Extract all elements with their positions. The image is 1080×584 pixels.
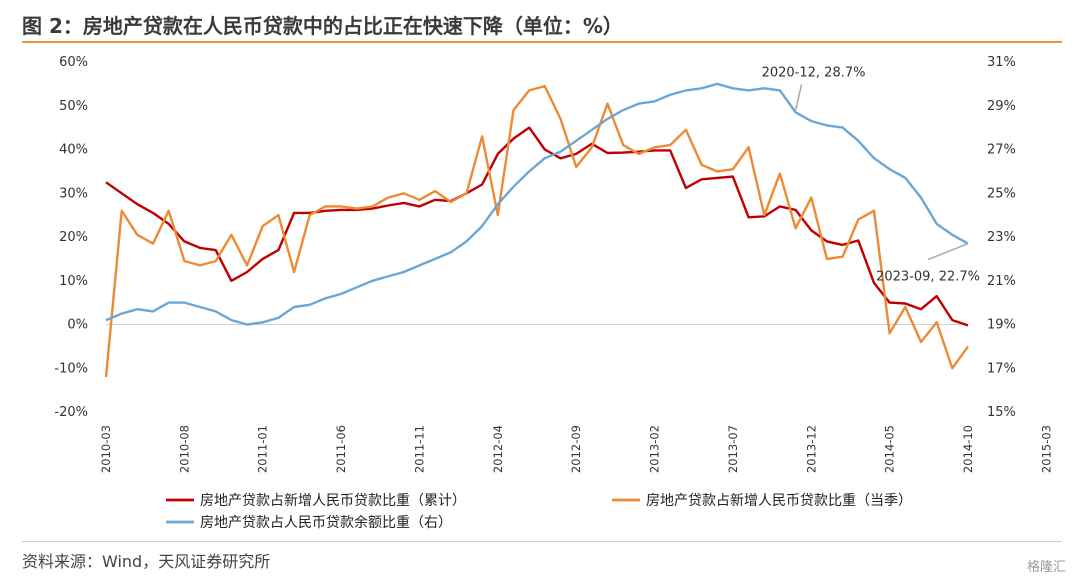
x-axis-tick-label: 2014-10 — [961, 425, 975, 473]
annotation-label: 2023-09, 22.7% — [876, 270, 980, 285]
right-axis-tick-label: 23% — [987, 230, 1016, 245]
right-axis-tick-label: 21% — [987, 274, 1016, 289]
legend-label: 房地产贷款占新增人民币贷款比重（当季） — [646, 493, 912, 509]
annotation-leader — [927, 242, 969, 261]
right-axis-tick-label: 19% — [987, 318, 1016, 333]
series-line-0 — [105, 126, 969, 327]
x-axis-tick-label: 2015-03 — [1039, 425, 1053, 473]
x-axis-tick-label: 2011-06 — [334, 425, 348, 473]
right-axis-tick-label: 25% — [987, 186, 1016, 201]
annotation-leader — [794, 84, 803, 111]
annotation-label: 2020-12, 28.7% — [762, 65, 866, 80]
x-axis-tick-label: 2012-09 — [569, 425, 583, 473]
chart-title: 图 2：房地产贷款在人民币贷款中的占比正在快速下降（单位：%） — [22, 14, 623, 38]
right-axis-tick-label: 15% — [987, 405, 1016, 420]
line-chart: -20% -10% 0% 10% 20% 30% 40% 50% 60% 15% 17% 19% 21%… — [54, 55, 1053, 531]
left-axis-tick-label: 60% — [59, 55, 88, 70]
series-line-1 — [104, 84, 969, 378]
x-axis-tick-label: 2011-01 — [256, 425, 270, 473]
right-axis-tick-label: 27% — [987, 143, 1016, 158]
watermark-logo: 格隆汇 — [1026, 560, 1066, 575]
left-axis-tick-label: 10% — [59, 274, 88, 289]
title-divider — [22, 41, 1062, 43]
left-axis-tick-label: 20% — [59, 230, 88, 245]
left-axis-tick-label: 0% — [67, 318, 88, 333]
legend-label: 房地产贷款占新增人民币贷款比重（累计） — [200, 493, 466, 509]
x-axis-tick-label: 2013-07 — [726, 425, 740, 473]
x-axis-tick-label: 2010-03 — [99, 425, 113, 473]
x-axis-tick-label: 2012-04 — [491, 425, 505, 473]
left-axis-tick-label: 40% — [59, 143, 88, 158]
left-axis-tick-label: -10% — [54, 361, 88, 376]
series-line-2 — [105, 82, 969, 326]
legend-label: 房地产贷款占人民币贷款余额比重（右） — [200, 514, 452, 531]
x-axis-tick-label: 2013-12 — [804, 425, 818, 473]
right-axis-tick-label: 17% — [987, 361, 1016, 376]
x-axis-tick-label: 2010-08 — [177, 425, 191, 473]
x-axis-tick-label: 2011-11 — [412, 425, 426, 473]
left-axis-tick-label: 50% — [59, 99, 88, 114]
right-axis-tick-label: 29% — [987, 99, 1016, 114]
left-axis-tick-label: -20% — [54, 405, 88, 420]
right-axis-tick-label: 31% — [987, 55, 1016, 70]
footer-divider — [22, 541, 1062, 542]
left-axis-tick-label: 30% — [59, 186, 88, 201]
source-note: 资料来源：Wind，天风证券研究所 — [22, 552, 271, 571]
x-axis-tick-label: 2013-02 — [648, 425, 662, 473]
x-axis-tick-label: 2014-05 — [883, 425, 897, 473]
